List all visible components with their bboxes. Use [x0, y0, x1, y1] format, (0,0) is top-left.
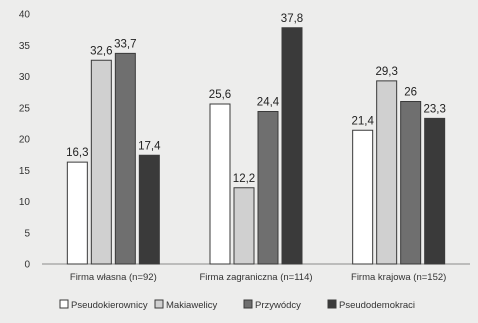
data-label: 17,4 [138, 140, 161, 152]
legend-label: Pseudokierownicy [71, 300, 148, 311]
bar [209, 103, 231, 265]
y-tick-label: 40 [19, 10, 31, 21]
bar [90, 59, 112, 265]
bar [138, 154, 160, 265]
legend-swatch [154, 299, 164, 309]
data-label: 37,8 [281, 13, 303, 25]
y-tick-label: 25 [19, 103, 31, 114]
bar [257, 111, 279, 265]
legend-label: Makiawelicy [166, 300, 217, 311]
bar [114, 52, 136, 265]
data-label: 24,4 [257, 97, 280, 109]
data-label: 29,3 [375, 66, 397, 78]
legend-label: Pseudodemokraci [339, 300, 415, 311]
y-tick-label: 20 [19, 135, 31, 146]
category-label: Firma zagraniczna (n=114) [199, 272, 312, 283]
y-tick-label: 5 [24, 228, 30, 239]
legend-label: Przywódcy [255, 300, 301, 311]
data-label: 21,4 [351, 115, 374, 127]
bar [376, 80, 398, 265]
data-label: 26 [404, 87, 417, 99]
data-label: 33,7 [114, 38, 136, 50]
bar [400, 101, 422, 265]
data-label: 12,2 [233, 173, 255, 185]
legend-swatch [327, 299, 337, 309]
category-label: Firma krajowa (n=152) [351, 272, 446, 283]
bar [424, 117, 446, 265]
data-label: 23,3 [423, 103, 445, 115]
data-label: 25,6 [209, 89, 231, 101]
legend-swatch [243, 299, 253, 309]
y-tick-label: 10 [19, 197, 31, 208]
bar [66, 161, 88, 265]
y-tick-label: 15 [19, 166, 31, 177]
category-label: Firma własna (n=92) [70, 272, 157, 283]
bar [281, 27, 303, 265]
y-tick-label: 35 [19, 41, 31, 52]
y-tick-label: 30 [19, 72, 31, 83]
y-tick-label: 0 [24, 260, 30, 271]
bar [233, 187, 255, 265]
data-label: 32,6 [90, 45, 112, 57]
data-label: 16,3 [66, 147, 88, 159]
legend-swatch [59, 299, 69, 309]
bar [352, 129, 374, 265]
